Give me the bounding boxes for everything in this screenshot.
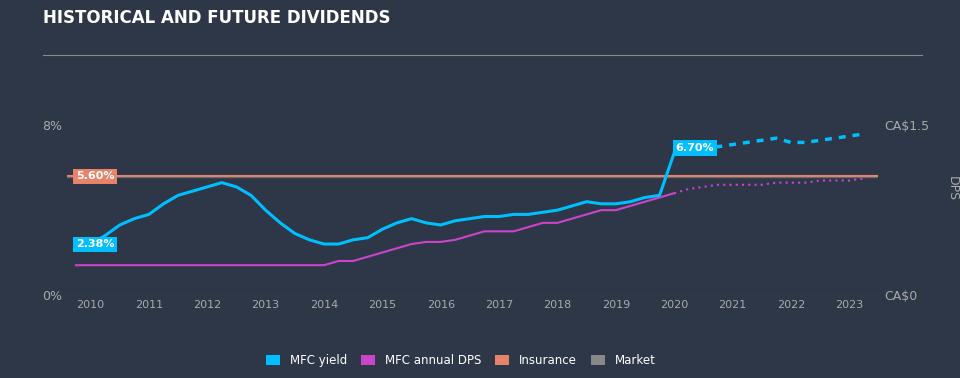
Text: HISTORICAL AND FUTURE DIVIDENDS: HISTORICAL AND FUTURE DIVIDENDS xyxy=(43,9,391,28)
Text: 5.60%: 5.60% xyxy=(76,171,114,181)
Legend: MFC yield, MFC annual DPS, Insurance, Market: MFC yield, MFC annual DPS, Insurance, Ma… xyxy=(261,350,660,372)
Text: 6.70%: 6.70% xyxy=(675,143,714,153)
Text: 2.38%: 2.38% xyxy=(76,239,114,249)
Y-axis label: DPS: DPS xyxy=(946,177,959,201)
